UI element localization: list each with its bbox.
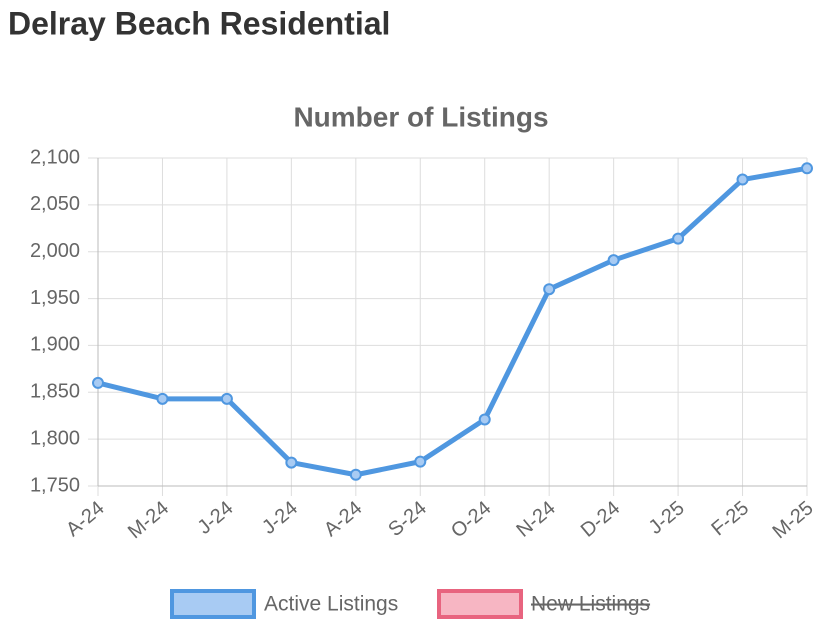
point xyxy=(543,283,556,296)
x-tick-label: J-24 xyxy=(258,497,302,539)
legend-label: New Listings xyxy=(531,593,650,616)
point xyxy=(220,392,233,405)
point xyxy=(414,455,427,468)
y-tick-label: 2,100 xyxy=(30,146,80,168)
point xyxy=(156,392,169,405)
legend-swatch xyxy=(170,589,256,619)
legend-label: Active Listings xyxy=(264,593,398,616)
x-tick-label: M-25 xyxy=(769,497,818,543)
x-tick-label: J-25 xyxy=(645,497,689,539)
y-tick-label: 1,900 xyxy=(30,334,80,356)
x-tick-label: D-24 xyxy=(577,497,624,542)
x-tick-label: N-24 xyxy=(512,497,559,542)
x-tick-label: A-24 xyxy=(320,497,367,541)
y-tick-label: 1,950 xyxy=(30,287,80,309)
line xyxy=(97,165,808,478)
point xyxy=(285,456,298,469)
point xyxy=(672,232,685,245)
x-tick-label: F-25 xyxy=(708,497,754,540)
x-tick-label: A-24 xyxy=(62,497,109,541)
x-tick-label: O-24 xyxy=(447,497,495,542)
chart-title: Number of Listings xyxy=(293,101,548,132)
x-tick-label: J-24 xyxy=(194,497,238,539)
point xyxy=(736,173,749,186)
y-tick-label: 1,750 xyxy=(30,474,80,496)
point xyxy=(801,162,813,175)
point xyxy=(349,468,362,481)
point xyxy=(607,254,620,267)
y-tick-label: 2,000 xyxy=(30,240,80,262)
point xyxy=(478,413,491,426)
y-tick-label: 1,850 xyxy=(30,381,80,403)
x-tick-label: M-24 xyxy=(124,497,173,543)
point xyxy=(92,376,104,389)
y-tick-label: 1,800 xyxy=(30,427,80,449)
page-title: Delray Beach Residential xyxy=(8,5,390,41)
y-tick-label: 2,050 xyxy=(30,193,80,215)
legend-swatch xyxy=(437,589,523,619)
x-tick-label: S-24 xyxy=(384,497,431,541)
